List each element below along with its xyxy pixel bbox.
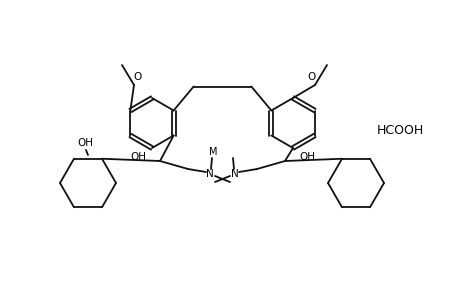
Text: N: N xyxy=(231,169,239,179)
Text: OH: OH xyxy=(130,152,146,162)
Text: N: N xyxy=(206,169,214,179)
Text: M: M xyxy=(209,147,217,157)
Text: O: O xyxy=(307,72,315,82)
Text: OH: OH xyxy=(299,152,315,162)
Text: HCOOH: HCOOH xyxy=(376,124,424,138)
Text: OH: OH xyxy=(77,138,93,148)
Text: O: O xyxy=(134,72,142,82)
